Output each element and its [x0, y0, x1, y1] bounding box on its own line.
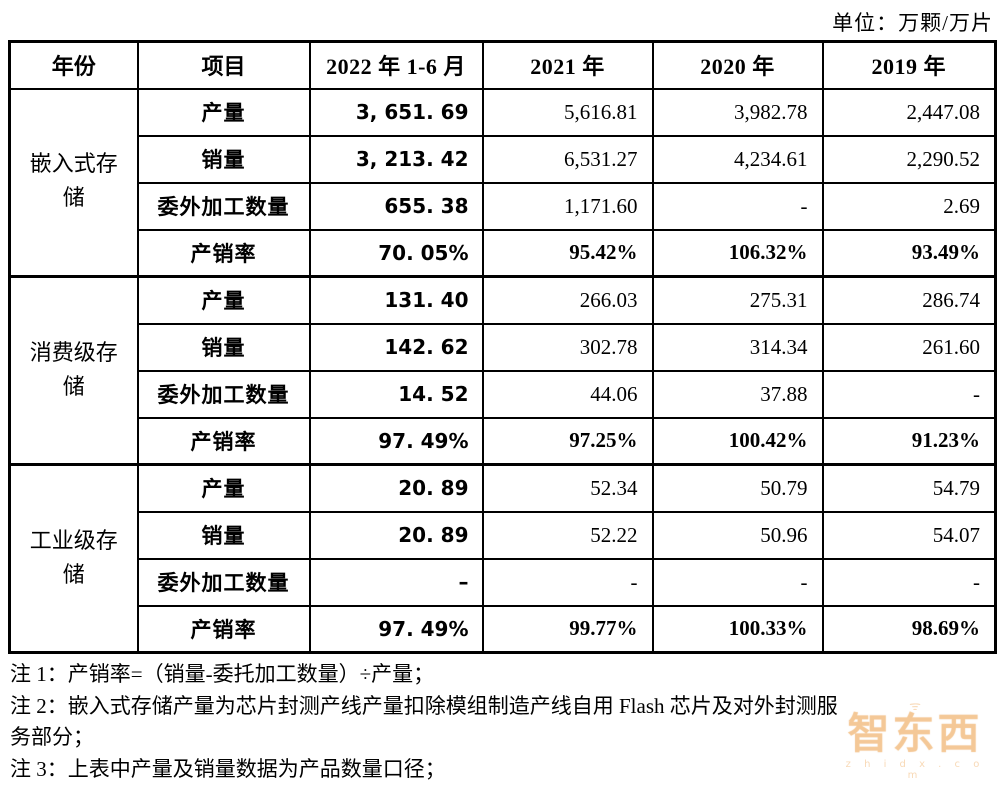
table-row: 产销率 70. 05% 95.42% 106.32% 93.49%: [10, 228, 997, 278]
table-row: 委外加工数量 655. 38 1,171.60 - 2.69: [10, 181, 997, 231]
row-label: 产销率: [136, 228, 311, 278]
value-cell: -: [651, 181, 824, 231]
value-cell: 266.03: [481, 275, 654, 325]
footnote-3: 注 3：上表中产量及销量数据为产品数量口径；: [10, 756, 446, 781]
value-cell: 655. 38: [308, 181, 484, 231]
value-cell: 275.31: [651, 275, 824, 325]
row-label: 产量: [136, 275, 311, 325]
value-cell: 97.25%: [481, 416, 654, 466]
value-cell: 2,447.08: [821, 87, 997, 137]
production-sales-table: 年份 项目 2022 年 1-6 月 2021 年 2020 年 2019 年 …: [8, 40, 997, 654]
header-2021: 2021 年: [481, 40, 654, 90]
value-cell: -: [821, 557, 997, 607]
table-row: 嵌入式存储 产量 3, 651. 69 5,616.81 3,982.78 2,…: [8, 87, 997, 278]
value-cell: 3,982.78: [651, 87, 824, 137]
value-cell: 2.69: [821, 181, 997, 231]
value-cell: 314.34: [651, 322, 824, 372]
value-cell: 142. 62: [308, 322, 484, 372]
value-cell: 99.77%: [481, 604, 654, 654]
value-cell: 3, 213. 42: [308, 134, 484, 184]
value-cell: 100.33%: [651, 604, 824, 654]
value-cell: 95.42%: [481, 228, 654, 278]
row-label: 委外加工数量: [136, 181, 311, 231]
header-2022h1: 2022 年 1-6 月: [308, 40, 484, 90]
value-cell: 131. 40: [308, 275, 484, 325]
value-cell: 20. 89: [308, 463, 484, 513]
value-cell: 97. 49%: [308, 416, 484, 466]
value-cell: 37.88: [651, 369, 824, 419]
group-label-embedded: 嵌入式存储: [8, 87, 139, 278]
value-cell: 4,234.61: [651, 134, 824, 184]
header-2020: 2020 年: [651, 40, 824, 90]
value-cell: -: [481, 557, 654, 607]
table-header-row: 年份 项目 2022 年 1-6 月 2021 年 2020 年 2019 年: [8, 40, 997, 90]
table-row: 消费级存储 产量 131. 40 266.03 275.31 286.74: [8, 275, 997, 466]
value-cell: 6,531.27: [481, 134, 654, 184]
table-row: 委外加工数量 14. 52 44.06 37.88 -: [10, 369, 997, 419]
value-cell: 98.69%: [821, 604, 997, 654]
value-cell: 54.79: [821, 463, 997, 513]
value-cell: 93.49%: [821, 228, 997, 278]
row-label: 销量: [136, 322, 311, 372]
table-row: 销量 142. 62 302.78 314.34 261.60: [10, 322, 997, 372]
footnote-2-continued: 务部分；: [10, 725, 94, 749]
footnote-2: 注 2：嵌入式存储产量为芯片封测产线产量扣除模组制造产线自用 Flash 芯片及…: [10, 693, 838, 718]
value-cell: 52.22: [481, 510, 654, 560]
header-year-col: 年份: [8, 40, 139, 90]
value-cell: -: [651, 557, 824, 607]
value-cell: 54.07: [821, 510, 997, 560]
header-2019: 2019 年: [821, 40, 997, 90]
value-cell: -: [821, 369, 997, 419]
footnotes: 注 1：产销率=（销量-委托加工数量）÷产量； 注 2：嵌入式存储产量为芯片封测…: [10, 659, 994, 785]
table-row: 销量 3, 213. 42 6,531.27 4,234.61 2,290.52: [10, 134, 997, 184]
value-cell: 97. 49%: [308, 604, 484, 654]
group-label-industrial: 工业级存储: [8, 463, 139, 654]
value-cell: 100.42%: [651, 416, 824, 466]
value-cell: –: [308, 557, 484, 607]
table-row: 产销率 97. 49% 99.77% 100.33% 98.69%: [10, 604, 997, 654]
value-cell: 52.34: [481, 463, 654, 513]
value-cell: 14. 52: [308, 369, 484, 419]
value-cell: 70. 05%: [308, 228, 484, 278]
value-cell: 91.23%: [821, 416, 997, 466]
table-row: 产销率 97. 49% 97.25% 100.42% 91.23%: [10, 416, 997, 466]
row-label: 销量: [136, 134, 311, 184]
group-label-consumer: 消费级存储: [8, 275, 139, 466]
table-row: 委外加工数量 – - - -: [10, 557, 997, 607]
value-cell: 5,616.81: [481, 87, 654, 137]
footnote-1: 注 1：产销率=（销量-委托加工数量）÷产量；: [10, 662, 435, 686]
row-label: 委外加工数量: [136, 557, 311, 607]
row-label: 销量: [136, 510, 311, 560]
value-cell: 261.60: [821, 322, 997, 372]
table-row: 销量 20. 89 52.22 50.96 54.07: [10, 510, 997, 560]
value-cell: 286.74: [821, 275, 997, 325]
value-cell: 44.06: [481, 369, 654, 419]
value-cell: 302.78: [481, 322, 654, 372]
row-label: 产量: [136, 87, 311, 137]
row-label: 产销率: [136, 604, 311, 654]
table-row: 工业级存储 产量 20. 89 52.34 50.79 54.79: [8, 463, 997, 654]
value-cell: 50.79: [651, 463, 824, 513]
value-cell: 20. 89: [308, 510, 484, 560]
value-cell: 1,171.60: [481, 181, 654, 231]
value-cell: 2,290.52: [821, 134, 997, 184]
row-label: 委外加工数量: [136, 369, 311, 419]
value-cell: 106.32%: [651, 228, 824, 278]
header-item-col: 项目: [136, 40, 311, 90]
row-label: 产量: [136, 463, 311, 513]
unit-label: 单位：万颗/万片: [832, 11, 993, 35]
value-cell: 50.96: [651, 510, 824, 560]
row-label: 产销率: [136, 416, 311, 466]
value-cell: 3, 651. 69: [308, 87, 484, 137]
